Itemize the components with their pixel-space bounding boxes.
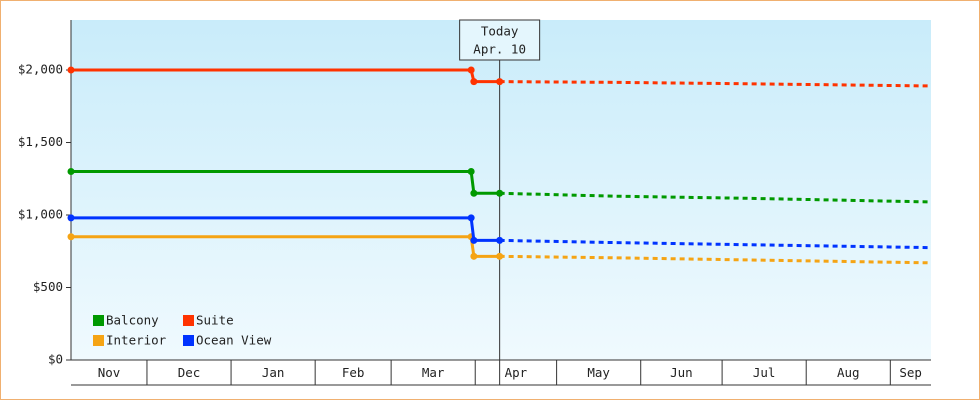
x-tick-label: May — [587, 365, 610, 380]
price-line — [71, 68, 500, 84]
legend-swatch — [93, 315, 104, 326]
point — [496, 78, 504, 86]
legend-label: Interior — [106, 333, 167, 348]
legend-swatch — [93, 335, 104, 346]
today-label: Today — [481, 24, 519, 39]
y-tick-label: $1,000 — [18, 207, 63, 222]
x-tick-label: Dec — [178, 365, 201, 380]
legend-label: Suite — [196, 313, 234, 328]
point — [67, 214, 75, 222]
y-tick-label: $500 — [33, 279, 63, 294]
point — [67, 233, 75, 241]
forecast-line — [499, 80, 932, 88]
price-line — [71, 170, 500, 195]
point — [467, 168, 475, 176]
point — [67, 66, 75, 74]
point — [496, 236, 504, 244]
legend-label: Ocean View — [196, 333, 272, 348]
forecast-line — [499, 254, 932, 265]
forecast-line — [499, 191, 932, 204]
legend-swatch — [183, 315, 194, 326]
x-tick-label: Feb — [342, 365, 365, 380]
x-tick-label: Apr — [505, 365, 528, 380]
x-tick-label: Nov — [98, 365, 121, 380]
price-line — [71, 216, 500, 242]
point — [470, 78, 478, 86]
today-date: Apr. 10 — [473, 42, 526, 57]
plot-area — [71, 20, 931, 360]
x-tick-label: Aug — [837, 365, 860, 380]
point — [467, 66, 475, 74]
legend-swatch — [183, 335, 194, 346]
x-tick-label: Mar — [422, 365, 445, 380]
y-tick-label: $0 — [48, 352, 63, 367]
y-tick-label: $2,000 — [18, 62, 63, 77]
point — [470, 236, 478, 244]
point — [67, 168, 75, 176]
point — [467, 214, 475, 222]
today-box — [459, 19, 541, 61]
point — [496, 252, 504, 260]
x-tick-label: Jan — [262, 365, 285, 380]
forecast-line — [499, 238, 932, 250]
y-tick-label: $1,500 — [18, 134, 63, 149]
price-line — [71, 235, 500, 258]
point — [470, 189, 478, 197]
x-tick-label: Jul — [753, 365, 776, 380]
point — [496, 189, 504, 197]
x-tick-label: Jun — [670, 365, 693, 380]
point — [470, 252, 478, 260]
legend-label: Balcony — [106, 313, 159, 328]
x-tick-label: Sep — [899, 365, 922, 380]
